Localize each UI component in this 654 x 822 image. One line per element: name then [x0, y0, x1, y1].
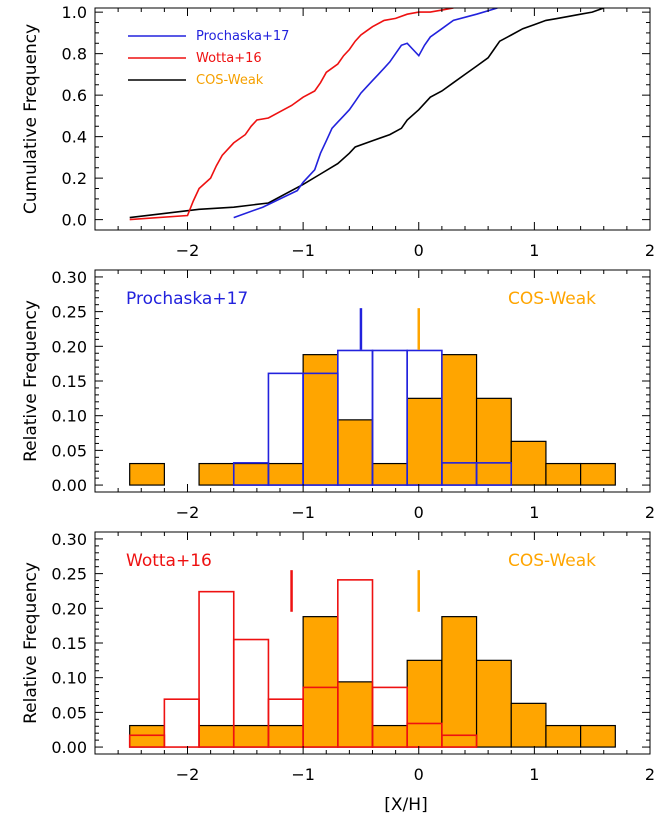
- panel-3: Wotta+16 COS-Weak −2 −1 0 1 2 0.00 0.05 0.10 0.15 0…: [21, 530, 654, 784]
- histogram-bar: [475, 462, 513, 486]
- histogram-bar: [475, 659, 512, 748]
- legend-label: COS-Weak: [196, 73, 264, 88]
- x-tick-label: 1: [529, 503, 539, 522]
- histogram-bar: [302, 354, 339, 486]
- y-tick-label: 0.20: [51, 599, 87, 618]
- histogram-prochaska-17: [232, 349, 513, 486]
- y-tick-label: 0.10: [51, 407, 87, 426]
- y-tick-label: 0.8: [62, 45, 87, 64]
- y-tick-label: 0.00: [51, 476, 87, 495]
- x-tick-label: 0: [414, 765, 424, 784]
- histogram-bar: [580, 462, 616, 486]
- y-tick-label: 0.15: [51, 634, 87, 653]
- y-axis-label: Relative Frequency: [21, 562, 41, 724]
- x-tick-label: −2: [176, 241, 200, 260]
- cumulative-lines: [129, 8, 605, 221]
- histogram-bar: [198, 724, 235, 748]
- histogram-bar: [267, 724, 304, 748]
- series-label: Wotta+16: [126, 551, 212, 571]
- x-tick-label: 2: [645, 241, 654, 260]
- series-label: Prochaska+17: [126, 289, 248, 309]
- x-tick-label: −1: [291, 241, 315, 260]
- histogram-wotta-16: [128, 579, 478, 748]
- histogram-bar: [337, 579, 374, 748]
- histogram-bar: [406, 659, 443, 748]
- y-tick-label: 0.00: [51, 738, 87, 757]
- histogram-bar: [198, 590, 235, 748]
- panel-1: Prochaska+17 Wotta+16 COS-Weak −2 −1 0 1 2 0.0 0.…: [21, 3, 654, 260]
- y-tick-label: 0.0: [62, 211, 87, 230]
- x-tick-label: −1: [291, 765, 315, 784]
- x-tick-label: 2: [645, 503, 654, 522]
- histogram-bar: [163, 698, 200, 748]
- y-tick-label: 0.05: [51, 441, 87, 460]
- histogram-bar: [129, 462, 165, 486]
- histogram-bar: [545, 462, 582, 486]
- histogram-bar: [406, 397, 443, 486]
- histogram-bar: [475, 397, 512, 486]
- histogram-bar: [371, 686, 408, 748]
- x-tick-label: −1: [291, 503, 315, 522]
- y-tick-label: 0.25: [51, 565, 87, 584]
- legend-label: Prochaska+17: [196, 29, 289, 44]
- histogram-bar: [371, 724, 408, 748]
- x-axis-label: [X/H]: [384, 795, 427, 815]
- x-tick-label: 0: [414, 241, 424, 260]
- y-tick-label: 0.15: [51, 372, 87, 391]
- plot-frame: [94, 7, 651, 231]
- y-tick-label: 0.30: [51, 530, 87, 549]
- x-tick-label: −2: [176, 503, 200, 522]
- panel-2: Prochaska+17 COS-Weak −2 −1 0 1 2 0.00 0.05 0.10 0…: [21, 268, 654, 522]
- x-tick-label: 2: [645, 765, 654, 784]
- histogram-bar: [441, 616, 478, 748]
- cumulative-line-prochaska-17: [233, 8, 498, 219]
- y-tick-label: 1.0: [62, 3, 87, 22]
- histogram-cos-weak: [129, 616, 616, 748]
- histogram-bar: [371, 462, 408, 486]
- histogram-bar: [267, 462, 304, 486]
- histogram-bar: [580, 724, 616, 748]
- histogram-bar: [337, 419, 374, 486]
- x-tick-label: −2: [176, 765, 200, 784]
- y-tick-label: 0.2: [62, 169, 87, 188]
- histogram-bar: [545, 724, 582, 748]
- histogram-bar: [233, 462, 270, 486]
- y-tick-label: 0.30: [51, 268, 87, 287]
- cumulative-line-cos-weak: [129, 8, 605, 219]
- histogram-bar: [302, 616, 339, 748]
- y-tick-label: 0.6: [62, 86, 87, 105]
- histogram-bar: [337, 681, 374, 748]
- y-axis-label: Relative Frequency: [21, 300, 41, 462]
- x-tick-label: 0: [414, 503, 424, 522]
- histogram-bar: [510, 440, 547, 486]
- histogram-bar: [510, 702, 547, 748]
- histogram-bar: [441, 734, 478, 748]
- histogram-bar: [233, 724, 270, 748]
- histogram-bar: [441, 354, 478, 486]
- y-tick-label: 0.05: [51, 703, 87, 722]
- y-tick-label: 0.25: [51, 303, 87, 322]
- series-label: COS-Weak: [508, 551, 596, 571]
- y-tick-label: 0.20: [51, 337, 87, 356]
- y-tick-label: 0.4: [62, 128, 87, 147]
- histogram-bar: [198, 462, 235, 486]
- histogram-bar: [129, 724, 165, 748]
- x-tick-label: 1: [529, 765, 539, 784]
- y-tick-label: 0.10: [51, 669, 87, 688]
- cumulative-line-wotta-16: [129, 8, 454, 221]
- x-tick-label: 1: [529, 241, 539, 260]
- legend-label: Wotta+16: [196, 51, 262, 66]
- y-axis-label: Cumulative Frequency: [21, 24, 41, 214]
- legend: Prochaska+17 Wotta+16 COS-Weak: [128, 29, 289, 88]
- histogram-bar: [406, 349, 443, 486]
- histogram-bar: [232, 638, 270, 748]
- series-label: COS-Weak: [508, 289, 596, 309]
